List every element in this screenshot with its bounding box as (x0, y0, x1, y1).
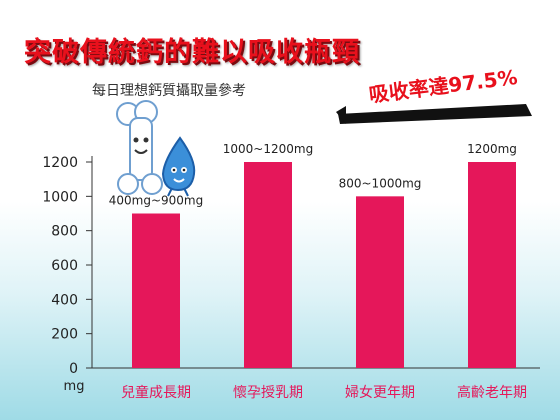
page-title: 突破傳統鈣的難以吸收瓶頸 (24, 37, 360, 68)
bar (132, 213, 180, 368)
y-tick-label: 0 (69, 361, 78, 377)
y-axis-unit: mg (64, 379, 85, 394)
y-tick-label: 600 (51, 258, 78, 274)
water-drop-character-icon (161, 136, 196, 197)
bar-value-label: 1000~1200mg (223, 142, 313, 156)
y-tick-label: 400 (51, 292, 78, 308)
bar (244, 162, 292, 368)
absorption-badge: 吸收率達97.5% (336, 64, 542, 126)
bar-value-label: 1200mg (467, 142, 517, 156)
y-tick-label: 1000 (42, 189, 78, 205)
y-tick-label: 800 (51, 224, 78, 240)
category-label: 高齡老年期 (457, 384, 527, 401)
bar-value-label: 400mg~900mg (109, 194, 203, 208)
y-tick-label: 200 (51, 327, 78, 343)
bar (468, 162, 516, 368)
bar (356, 196, 404, 368)
category-label: 兒童成長期 (121, 384, 191, 401)
chart-subtitle: 每日理想鈣質攝取量參考 (92, 83, 246, 99)
mascot-icon (116, 100, 196, 197)
bone-character-icon (116, 100, 163, 195)
category-label: 婦女更年期 (345, 384, 415, 401)
bar-value-label: 800~1000mg (339, 176, 422, 190)
category-label: 懷孕授乳期 (233, 385, 303, 401)
y-tick-label: 1200 (42, 155, 78, 171)
badge-arrow-icon (336, 104, 532, 124)
